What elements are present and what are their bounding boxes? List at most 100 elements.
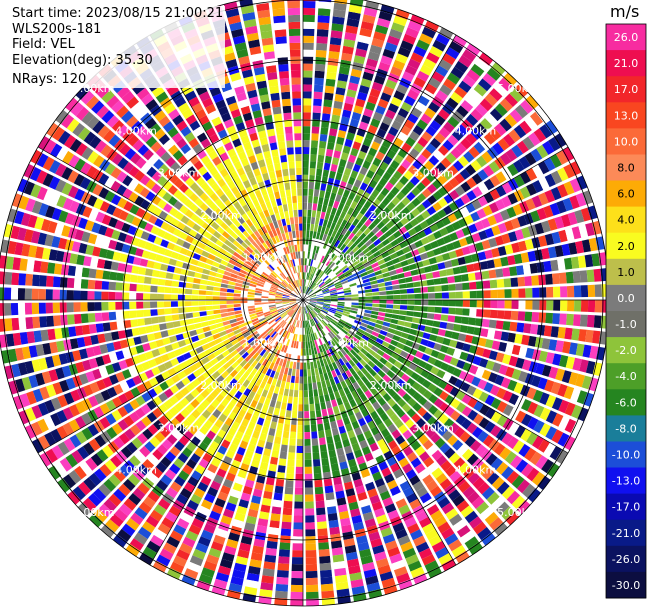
range-gate <box>19 393 31 408</box>
range-gate <box>252 275 260 281</box>
range-gate <box>479 98 493 112</box>
range-gate <box>494 103 508 117</box>
range-gate <box>453 519 467 532</box>
range-gate <box>518 288 526 298</box>
range-gate <box>351 585 366 595</box>
range-gate <box>576 390 588 405</box>
range-gate <box>534 222 545 235</box>
range-gate <box>365 481 376 492</box>
range-gate <box>477 527 492 541</box>
range-gate <box>413 305 422 312</box>
range-gate <box>276 134 285 142</box>
range-gate <box>311 133 319 141</box>
range-gate <box>173 524 187 536</box>
range-gate <box>408 243 417 251</box>
range-gate <box>390 365 399 374</box>
range-gate <box>391 257 400 265</box>
range-gate <box>412 381 422 391</box>
range-gate <box>372 266 381 272</box>
range-gate <box>434 515 447 528</box>
range-gate <box>232 79 244 89</box>
range-gate <box>175 260 184 268</box>
azimuth-spoke <box>149 299 304 566</box>
range-gate <box>441 559 456 572</box>
range-gate <box>295 223 299 231</box>
range-gate <box>250 399 258 408</box>
range-gate <box>84 220 95 232</box>
range-gate <box>248 289 256 293</box>
range-gate <box>108 291 116 300</box>
range-gate <box>504 113 518 128</box>
range-gate <box>301 272 303 280</box>
range-gate <box>454 275 462 283</box>
range-gate <box>201 222 211 231</box>
range-gate <box>259 349 267 357</box>
range-gate <box>232 405 241 415</box>
range-gate <box>315 324 321 331</box>
range-gate <box>1 349 11 364</box>
range-gate <box>90 334 99 345</box>
range-gate <box>440 460 452 472</box>
range-gate <box>198 91 211 102</box>
range-gate <box>464 435 476 448</box>
range-gate <box>277 394 283 402</box>
range-gate <box>507 255 516 266</box>
range-gate <box>253 322 261 328</box>
range-gate <box>177 253 186 262</box>
range-gate <box>545 352 555 364</box>
colorbar-tick-label: 8.0 <box>617 162 635 175</box>
range-gate <box>254 481 264 491</box>
range-gate <box>163 301 171 308</box>
range-gate <box>538 176 550 190</box>
range-gate <box>255 205 263 214</box>
range-gate <box>185 312 194 319</box>
range-gate <box>298 390 303 398</box>
range-gate <box>214 318 223 324</box>
range-gate <box>274 315 281 321</box>
range-gate <box>220 485 231 495</box>
range-gate <box>280 444 288 453</box>
range-gate <box>444 447 456 459</box>
range-gate <box>214 419 224 429</box>
range-gate <box>213 172 223 182</box>
range-gate <box>327 64 338 73</box>
range-gate <box>276 379 282 388</box>
range-gate <box>195 430 205 441</box>
range-gate <box>450 147 462 159</box>
range-gate <box>52 289 60 300</box>
range-gate <box>43 415 56 430</box>
range-gate <box>495 268 504 278</box>
range-gate <box>164 344 174 353</box>
range-gate <box>447 116 460 128</box>
colorbar: m/s26.021.017.013.010.08.06.04.02.01.00.… <box>605 2 647 599</box>
range-gate <box>479 358 489 368</box>
range-gate <box>222 255 231 263</box>
range-gate <box>287 309 294 315</box>
range-gate <box>284 210 290 219</box>
range-gate <box>399 240 408 249</box>
range-gate <box>392 289 401 295</box>
range-gate <box>362 71 374 81</box>
range-gate <box>395 498 408 509</box>
range-gate <box>326 499 336 508</box>
range-gate <box>140 162 152 174</box>
range-gate <box>269 222 275 231</box>
range-gate <box>233 115 244 125</box>
range-gate <box>152 396 163 407</box>
range-gate <box>194 197 204 207</box>
range-gate <box>544 379 555 393</box>
range-gate <box>292 304 299 310</box>
range-gate <box>191 102 204 114</box>
range-gate <box>238 323 246 329</box>
range-gate <box>364 250 373 258</box>
range-gate <box>311 283 316 290</box>
range-gate <box>180 268 189 276</box>
range-gate <box>275 302 283 305</box>
range-gate <box>354 238 362 246</box>
range-gate <box>62 422 75 436</box>
range-gate <box>256 283 264 288</box>
colorbar-bin <box>606 545 646 573</box>
range-gate <box>256 402 264 411</box>
range-gate <box>131 437 143 449</box>
range-gate <box>174 327 183 335</box>
